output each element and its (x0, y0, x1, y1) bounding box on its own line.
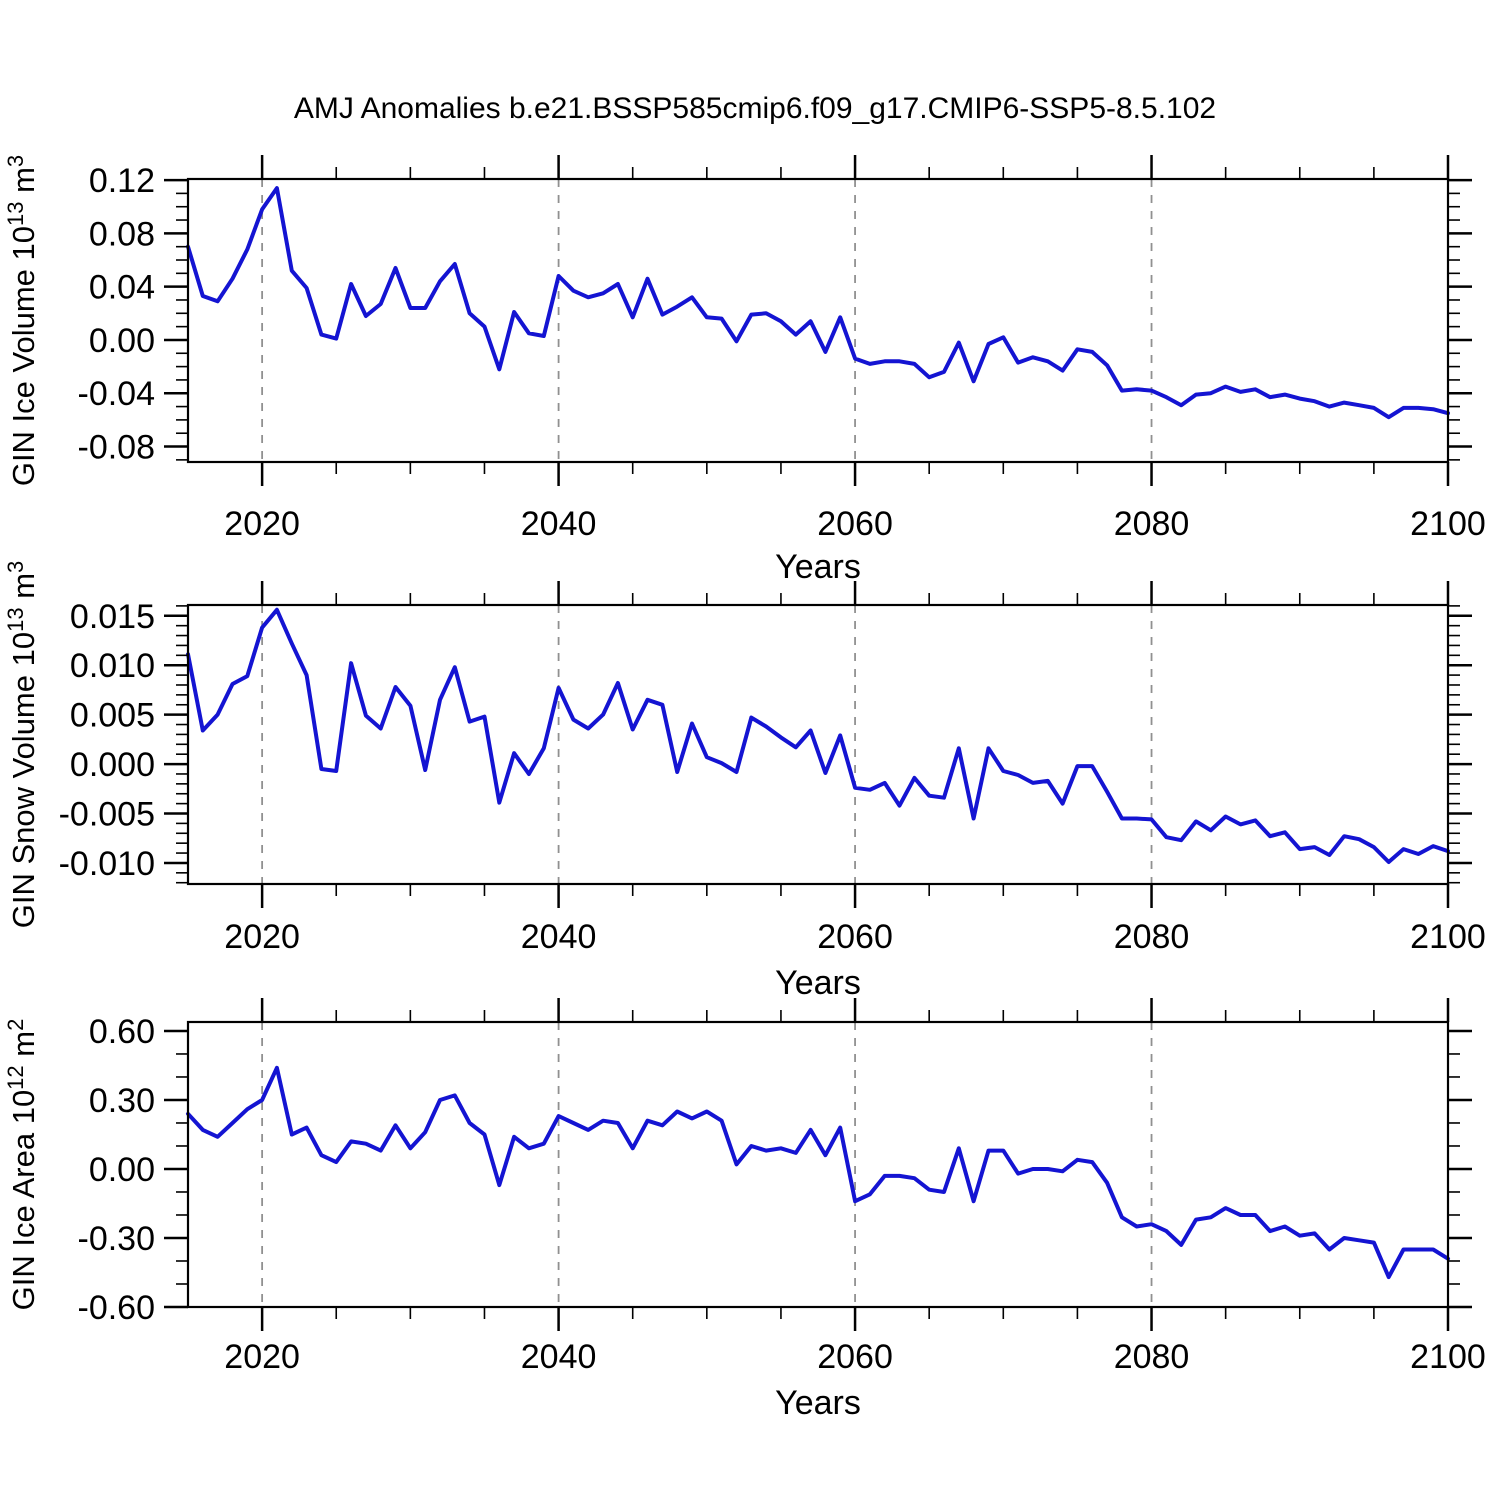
y-tick-label: 0.000 (70, 746, 155, 784)
y-tick-label: 0.015 (70, 598, 155, 636)
y-tick-label: -0.60 (78, 1289, 156, 1327)
x-tick-label: 2100 (1410, 505, 1486, 543)
y-tick-label: 0.005 (70, 697, 155, 735)
x-tick-label: 2060 (817, 505, 893, 543)
y-tick-label: -0.04 (78, 375, 156, 413)
x-tick-label: 2060 (817, 1338, 893, 1376)
panel-gin-snow-volume: 2020 2040 2060 2080 2100 0.015 0.010 0.005 0.000… (3, 561, 1486, 1002)
y-tick-label: 0.010 (70, 647, 155, 685)
y-tick-label: 0.08 (89, 215, 155, 253)
y-tick-label: 0.12 (89, 162, 155, 200)
x-tick-label: 2040 (521, 918, 597, 956)
y-tick-label: -0.30 (78, 1220, 156, 1258)
x-tick-label: 2020 (224, 505, 300, 543)
y-tick-label: -0.08 (78, 429, 156, 467)
x-tick-label: 2020 (224, 918, 300, 956)
y-tick-label: 0.60 (89, 1013, 155, 1051)
y-axis-title: GIN Snow Volume 1013 m3 (3, 561, 41, 929)
plot-frame (186, 1020, 1450, 1309)
x-tick-label: 2040 (521, 1338, 597, 1376)
x-tick-label: 2080 (1114, 1338, 1190, 1376)
y-axis-title: GIN Ice Volume 1013 m3 (3, 155, 41, 486)
y-tick-label: 0.00 (89, 1151, 155, 1189)
x-tick-label: 2020 (224, 1338, 300, 1376)
x-tick-label: 2080 (1114, 505, 1190, 543)
x-axis-title: Years (775, 1384, 861, 1422)
chart-title: AMJ Anomalies b.e21.BSSP585cmip6.f09_g17… (293, 92, 1217, 125)
x-tick-label: 2100 (1410, 918, 1486, 956)
y-tick-label: 0.30 (89, 1082, 155, 1120)
y-tick-label: 0.04 (89, 269, 155, 307)
gin-ice-volume-data-line (186, 186, 1450, 420)
x-axis-title: Years (775, 548, 861, 586)
gin-snow-volume-data-line (186, 607, 1450, 864)
gin-ice-area-data-line (186, 1065, 1450, 1280)
panel-gin-ice-area: 2020 2040 2060 2080 2100 0.60 0.30 0.00 -0.30 -0.… (3, 998, 1486, 1422)
plot-frame (186, 603, 1450, 886)
y-axis-title: GIN Ice Area 1012 m2 (3, 1019, 41, 1311)
y-tick-label: -0.005 (59, 796, 155, 834)
x-tick-label: 2080 (1114, 918, 1190, 956)
x-axis-title: Years (775, 964, 861, 1002)
y-tick-label: -0.010 (59, 845, 155, 883)
panel-gin-ice-volume: 2020 2040 2060 2080 2100 0.12 0.08 0.04 0.00 -0.0… (3, 155, 1486, 586)
x-tick-label: 2060 (817, 918, 893, 956)
y-tick-label: 0.00 (89, 322, 155, 360)
x-tick-label: 2040 (521, 505, 597, 543)
x-tick-label: 2100 (1410, 1338, 1486, 1376)
plot-frame (186, 177, 1450, 464)
